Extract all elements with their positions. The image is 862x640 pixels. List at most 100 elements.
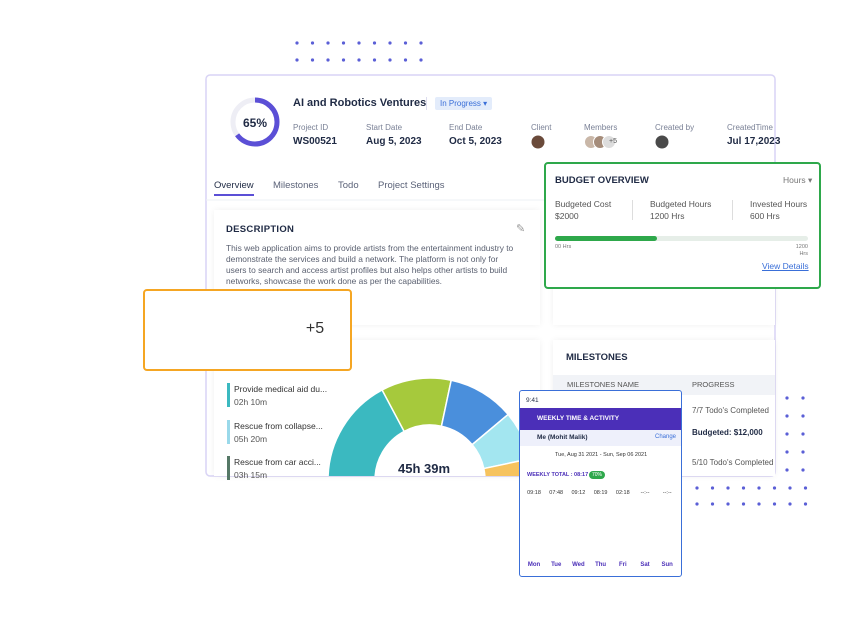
tab[interactable]: Overview (214, 180, 254, 191)
divider (632, 200, 633, 220)
task-color (227, 383, 230, 407)
field-label: Members (584, 123, 618, 132)
dot (403, 41, 408, 45)
dot (295, 58, 299, 62)
divider (732, 200, 733, 220)
dot (388, 58, 392, 62)
tab[interactable]: Project Settings (378, 180, 445, 191)
dot (788, 502, 792, 506)
field-value: +5 (609, 138, 617, 145)
bar-label: --:-- (640, 490, 650, 496)
budget-track (555, 236, 808, 241)
dot (419, 41, 423, 45)
dot (710, 502, 715, 506)
tab[interactable]: Todo (338, 180, 359, 191)
more-members: +5 (305, 320, 325, 337)
progress-arc (230, 97, 280, 147)
members-card (143, 289, 352, 371)
dot (803, 486, 808, 490)
field-value: WS00521 (293, 136, 337, 147)
dot (788, 486, 792, 490)
date-range: Tue, Aug 31 2021 - Sun, Sep 06 2021 (555, 452, 648, 458)
field-label: Client (531, 123, 552, 132)
dot (357, 58, 361, 62)
bar-label: 02:18 (615, 490, 630, 496)
tab[interactable]: Milestones (273, 180, 319, 191)
budget-label: Budgeted Hours (650, 199, 712, 209)
day-label: Tue (551, 562, 562, 568)
dot (341, 58, 346, 62)
dot (801, 396, 805, 400)
user: Me (Mohit Malik) (537, 434, 588, 441)
dot (801, 432, 805, 436)
dot (803, 502, 808, 506)
budget-value: 1200 Hrs (650, 211, 685, 221)
view-details[interactable]: View Details (762, 261, 809, 271)
dot (726, 486, 730, 490)
progress-label: 65% (242, 116, 268, 130)
dot (801, 450, 805, 454)
status-badge[interactable]: In Progress ▾ (435, 97, 493, 110)
day-label: Wed (572, 562, 585, 568)
dot (310, 58, 315, 62)
field-label: Created by (655, 123, 695, 132)
bar-label: 07:48 (549, 490, 564, 496)
day-label: Sat (640, 562, 650, 568)
project-name: AI and Robotics Ventures (293, 97, 427, 109)
description-title: DESCRIPTION (226, 224, 295, 235)
dot (419, 58, 423, 62)
change[interactable]: Change (655, 434, 677, 440)
milestone-row: 7/7 Todo's Completed (692, 406, 769, 415)
dot (710, 486, 715, 490)
dot (801, 414, 805, 418)
bar-label: 08:19 (593, 490, 608, 496)
dot (403, 58, 408, 62)
column-header: PROGRESS (692, 380, 735, 389)
task-name: Rescue from car acci... (234, 457, 321, 467)
budget-label: Invested Hours (750, 199, 808, 209)
dot (326, 41, 330, 45)
weekly-total: WEEKLY TOTAL : 08:17 (527, 472, 589, 478)
task-time: 05h 20m (234, 433, 268, 444)
task-name: Provide medical aid du... (234, 384, 328, 394)
time-total: 45h 39m (398, 461, 451, 476)
day-label: Mon (527, 562, 541, 568)
day-label: Fri (618, 562, 627, 568)
field-value: Jul 17,2023 (727, 136, 781, 147)
dot (372, 58, 377, 62)
bar-label: 09:12 (571, 490, 586, 496)
dot (372, 41, 377, 45)
unit-select[interactable]: Hours ▾ (783, 175, 813, 185)
budget-card (544, 162, 821, 289)
field-value: Aug 5, 2023 (366, 136, 422, 147)
dot (785, 414, 789, 418)
bar-label: 09:18 (527, 490, 541, 496)
budget-title: BUDGET OVERVIEW (555, 175, 649, 186)
budget-value: 600 Hrs (750, 211, 780, 221)
scale-end: 1200 Hrs (795, 244, 808, 257)
dot (785, 432, 789, 436)
task-time: 02h 10m (234, 397, 268, 407)
edit-icon[interactable]: ✎ (516, 223, 526, 235)
field-label: Project ID (293, 123, 329, 132)
task-name: Rescue from collapse... (234, 420, 323, 431)
dot (341, 41, 346, 45)
day-label: Sun (661, 562, 673, 568)
description-text: This web application aims to provide art… (226, 243, 514, 286)
dot (695, 486, 699, 490)
field-value: Oct 5, 2023 (449, 136, 502, 147)
column-header: MILESTONES NAME (567, 380, 639, 389)
dot (741, 502, 746, 506)
day-label: Thu (595, 562, 607, 568)
milestones-title: MILESTONES (566, 352, 628, 363)
mobile-header: WEEKLY TIME & ACTIVITY (537, 415, 620, 422)
budget-fill (555, 236, 657, 241)
dot (695, 502, 699, 506)
badge: 70% (589, 471, 606, 479)
dot (726, 502, 730, 506)
budget-label: Budgeted Cost (555, 199, 612, 209)
dot (310, 41, 315, 45)
milestone-row: Budgeted: $12,000 (692, 428, 763, 437)
tab-underline (214, 194, 254, 196)
dot (757, 502, 761, 506)
